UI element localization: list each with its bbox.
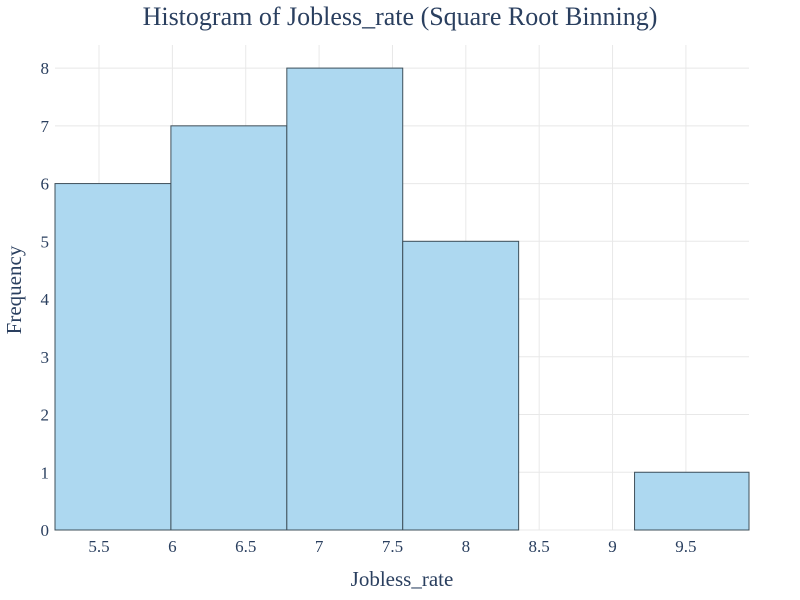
y-tick-label: 2	[41, 406, 50, 425]
y-tick-label: 7	[41, 117, 50, 136]
x-tick-label: 7.5	[382, 537, 403, 556]
y-tick-label: 4	[41, 290, 50, 309]
histogram-bar	[54, 183, 172, 531]
x-tick-labels: 5.5 6 6.5 7 7.5 8 8.5 9 9.5	[88, 537, 696, 556]
y-tick-label: 3	[41, 348, 50, 367]
histogram-bar	[402, 240, 520, 531]
x-tick-label: 5.5	[88, 537, 109, 556]
x-tick-label: 8	[462, 537, 471, 556]
histogram-bar	[634, 471, 750, 531]
x-tick-label: 9.5	[675, 537, 696, 556]
histogram-bar	[170, 125, 288, 531]
histogram-bar	[286, 67, 404, 531]
x-tick-label: 7	[315, 537, 324, 556]
x-tick-label: 6.5	[235, 537, 256, 556]
x-tick-label: 9	[608, 537, 617, 556]
histogram-bars	[54, 67, 750, 531]
y-tick-labels: 0 1 2 3 4 5 6 7 8	[41, 59, 50, 540]
y-axis-title: Frequency	[2, 245, 26, 334]
x-tick-label: 8.5	[529, 537, 550, 556]
y-tick-label: 6	[41, 175, 50, 194]
x-axis-title: Jobless_rate	[351, 567, 454, 591]
y-tick-label: 8	[41, 59, 50, 78]
y-tick-label: 1	[41, 463, 50, 482]
chart-title: Histogram of Jobless_rate (Square Root B…	[142, 2, 658, 31]
x-tick-label: 6	[168, 537, 177, 556]
y-tick-label: 0	[41, 521, 50, 540]
y-tick-label: 5	[41, 232, 50, 251]
